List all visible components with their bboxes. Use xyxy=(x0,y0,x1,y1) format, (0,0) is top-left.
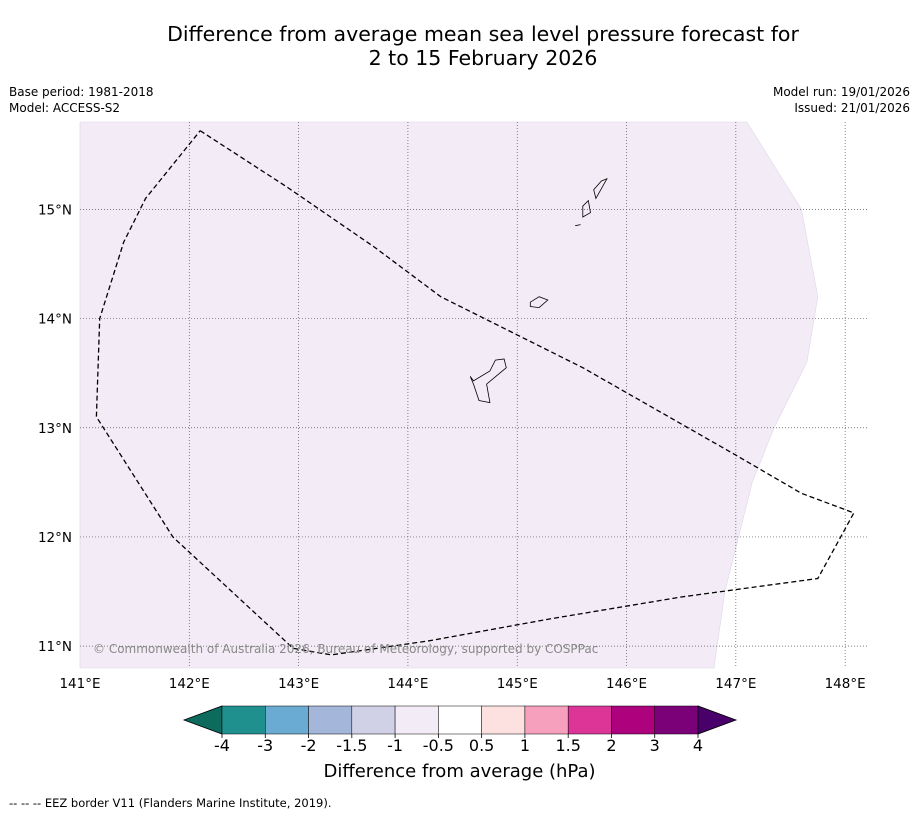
island-saipan xyxy=(593,178,608,200)
colorbar-tick-label: 1 xyxy=(520,736,530,755)
colorbar-swatch xyxy=(438,705,482,735)
issued-date: Issued: 21/01/2026 xyxy=(794,101,910,115)
title-line-2: 2 to 15 February 2026 xyxy=(368,46,598,70)
copyright-text: © Commonwealth of Australia 2026, Bureau… xyxy=(93,642,598,656)
base-period: Base period: 1981-2018 xyxy=(9,85,154,99)
colorbar-tick-label: -1 xyxy=(387,736,403,755)
model-name: Model: ACCESS-S2 xyxy=(9,101,121,115)
colorbar-swatch xyxy=(351,705,396,735)
lat-tick-label: 11°N xyxy=(38,639,72,655)
colorbar-tick-label: 2 xyxy=(606,736,616,755)
lat-tick-label: 13°N xyxy=(38,421,72,437)
meta-left: Base period: 1981-2018 Model: ACCESS-S2 xyxy=(9,84,154,116)
island-aguijan xyxy=(575,224,581,227)
colorbar-tick-label: -0.5 xyxy=(423,736,454,755)
colorbar-swatch xyxy=(481,705,526,735)
chart-title: Difference from average mean sea level p… xyxy=(0,22,919,70)
lon-tick-label: 145°E xyxy=(497,676,538,692)
colorbar-swatch xyxy=(265,705,309,735)
anomaly-region xyxy=(79,121,819,669)
colorbar-swatch xyxy=(394,705,439,735)
colorbar-tick-label: -1.5 xyxy=(336,736,367,755)
colorbar-tick-label: 0.5 xyxy=(469,736,494,755)
colorbar-swatch xyxy=(654,705,699,735)
colorbar-tick-label: -3 xyxy=(257,736,273,755)
colorbar-max-extension xyxy=(697,705,738,735)
colorbar-min-extension xyxy=(182,705,223,735)
lon-tick-label: 147°E xyxy=(715,676,756,692)
colorbar-tick-label: 3 xyxy=(650,736,660,755)
island-rota xyxy=(529,296,549,309)
lon-tick-label: 144°E xyxy=(387,676,428,692)
eez-legend: -- -- -- EEZ border V11 (Flanders Marine… xyxy=(9,796,332,810)
colorbar-title: Difference from average (hPa) xyxy=(323,761,596,782)
colorbar-swatch xyxy=(221,705,266,735)
eez-border xyxy=(95,130,855,656)
colorbar-swatch xyxy=(611,705,655,735)
lon-tick-label: 141°E xyxy=(59,676,100,692)
colorbar-tick-label: 4 xyxy=(693,736,703,755)
title-line-1: Difference from average mean sea level p… xyxy=(167,22,799,46)
lat-tick-label: 14°N xyxy=(38,312,72,328)
island-guam xyxy=(469,358,507,404)
map-layer: © Commonwealth of Australia 2026, Bureau… xyxy=(79,121,867,669)
lon-tick-label: 143°E xyxy=(278,676,319,692)
lon-tick-label: 142°E xyxy=(169,676,210,692)
island-tinian xyxy=(582,199,591,218)
lon-tick-label: 148°E xyxy=(825,676,866,692)
lat-tick-label: 12°N xyxy=(38,530,72,546)
colorbar-swatch xyxy=(567,705,612,735)
axis-labels: 141°E 142°E 143°E 144°E 145°E 146°E 147°E 148°E… xyxy=(38,202,866,692)
colorbar-swatch xyxy=(308,705,353,735)
colorbar-tick-label: -4 xyxy=(214,736,230,755)
colorbar-swatch xyxy=(524,705,569,735)
model-run: Model run: 19/01/2026 xyxy=(772,85,910,99)
colorbar-tick-label: 1.5 xyxy=(555,736,580,755)
lat-tick-label: 15°N xyxy=(38,202,72,218)
meta-right: Model run: 19/01/2026 Issued: 21/01/2026 xyxy=(773,84,910,116)
lon-tick-label: 146°E xyxy=(606,676,647,692)
colorbar-tick-label: -2 xyxy=(301,736,317,755)
colorbar: -4 -3 -2 -1.5 -1 -0.5 0.5 1 1.5 2 3 4 xyxy=(182,705,738,755)
